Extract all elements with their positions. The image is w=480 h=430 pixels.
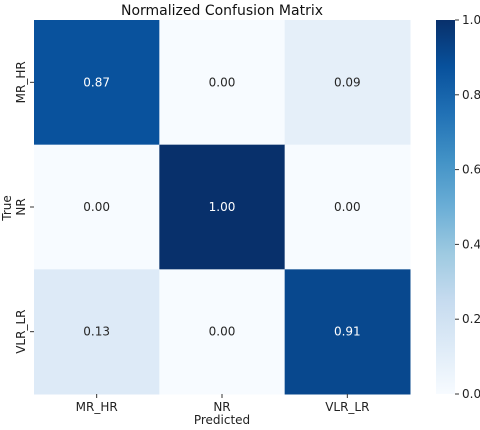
cell-value-label: 0.00 — [209, 325, 236, 339]
x-axis-label: Predicted — [194, 413, 250, 427]
cell-value-label: 0.13 — [83, 325, 110, 339]
colorbar — [436, 20, 455, 394]
y-tick-label: MR_HR — [14, 61, 28, 103]
heatmap-cells — [34, 20, 411, 395]
heatmap-cell — [34, 269, 160, 395]
heatmap-cell — [34, 144, 160, 270]
y-tick-label: NR — [14, 198, 28, 215]
colorbar-ticks: 0.0 0.2 0.4 0.6 0.8 1.0 — [455, 13, 480, 401]
colorbar-tick-label: 0.4 — [462, 237, 480, 251]
y-axis-ticks: MR_HR NR VLR_LR — [14, 61, 34, 354]
heatmap-cell — [284, 269, 411, 395]
heatmap-cell — [284, 20, 411, 146]
heatmap-cell — [34, 20, 160, 146]
heatmap-annotations: 0.87 0.00 0.09 0.00 1.00 0.00 0.13 0.00 0.91 — [83, 75, 360, 338]
cell-value-label: 1.00 — [209, 200, 236, 214]
cell-value-label: 0.91 — [334, 325, 361, 339]
colorbar-tick-label: 0.8 — [462, 88, 480, 102]
y-tick-label: VLR_LR — [14, 310, 28, 354]
colorbar-tick-label: 0.2 — [462, 312, 480, 326]
heatmap-cell — [284, 144, 411, 270]
heatmap-cell — [159, 269, 286, 395]
y-axis-label: True — [0, 195, 14, 222]
colorbar-tick-label: 0.6 — [462, 163, 480, 177]
cell-value-label: 0.87 — [83, 75, 110, 89]
cell-value-label: 0.00 — [209, 75, 236, 89]
cell-value-label: 0.00 — [83, 200, 110, 214]
heatmap-cell — [159, 20, 286, 146]
heatmap-cell — [159, 144, 286, 270]
x-tick-label: MR_HR — [76, 400, 118, 414]
x-tick-label: NR — [213, 400, 230, 414]
chart-title: Normalized Confusion Matrix — [121, 3, 323, 19]
cell-value-label: 0.09 — [334, 75, 361, 89]
colorbar-tick-label: 0.0 — [462, 387, 480, 401]
x-axis-ticks: MR_HR NR VLR_LR — [76, 394, 369, 414]
cell-value-label: 0.00 — [334, 200, 361, 214]
x-tick-label: VLR_LR — [325, 400, 369, 414]
colorbar-tick-label: 1.0 — [462, 13, 480, 27]
